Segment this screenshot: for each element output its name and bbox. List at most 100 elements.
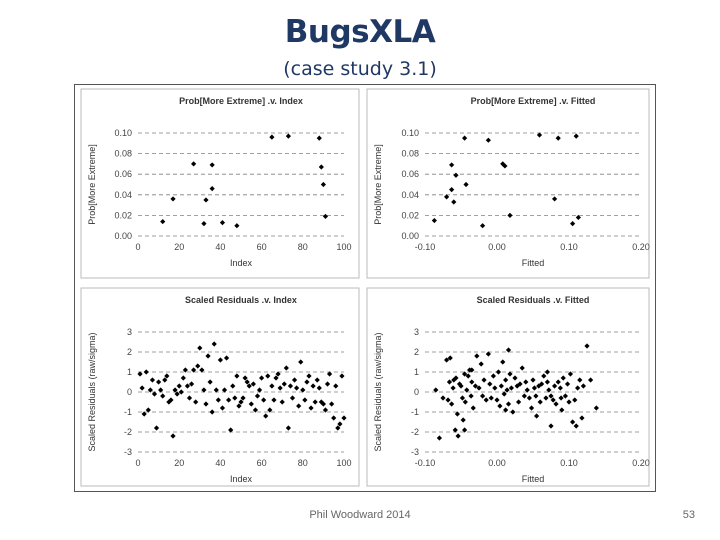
data-point xyxy=(504,387,510,393)
x-tick-label: 100 xyxy=(336,458,351,468)
data-point xyxy=(213,387,219,393)
data-point xyxy=(548,393,554,399)
chart-title: Prob[More Extreme] .v. Index xyxy=(179,96,303,106)
data-point xyxy=(147,387,153,393)
data-point xyxy=(195,363,201,369)
data-point xyxy=(137,371,143,377)
data-point xyxy=(562,393,568,399)
data-point xyxy=(519,365,525,371)
y-tick-label: 1 xyxy=(414,367,419,377)
data-point xyxy=(287,383,294,389)
data-point xyxy=(485,351,491,357)
data-point xyxy=(449,187,455,193)
x-tick-label: 20 xyxy=(174,458,184,468)
chart-panel-frame xyxy=(366,88,650,279)
chart-prob-index: Prob[More Extreme] .v. Index 0.00 0.02 0.04… xyxy=(80,88,360,279)
data-point xyxy=(228,427,234,433)
x-tick-label: 100 xyxy=(336,242,351,252)
data-point xyxy=(460,417,466,423)
y-tick-label: 2 xyxy=(127,347,132,357)
data-point xyxy=(252,407,259,413)
y-tick-label: 0 xyxy=(414,387,419,397)
data-point xyxy=(339,373,345,379)
data-point xyxy=(265,373,271,379)
y-tick-label: -1 xyxy=(411,407,419,417)
data-point xyxy=(158,387,164,393)
data-point xyxy=(294,385,300,391)
data-point xyxy=(151,391,158,397)
data-point xyxy=(322,407,329,413)
data-point xyxy=(209,162,215,168)
data-point xyxy=(449,401,455,407)
data-point xyxy=(191,161,197,167)
x-tick-label: 40 xyxy=(215,242,225,252)
chart-prob-fitted: Prob[More Extreme] .v. Fitted 0.00 0.02 0.0… xyxy=(366,88,650,279)
data-point xyxy=(162,377,168,383)
data-point xyxy=(283,365,289,371)
x-tick-label: 0 xyxy=(135,458,140,468)
data-point xyxy=(172,387,178,393)
diagnostic-plots-svg: Prob[More Extreme] .v. Index 0.00 0.02 0.04… xyxy=(80,88,650,487)
data-point xyxy=(523,379,529,385)
data-point xyxy=(573,133,579,139)
data-point xyxy=(302,397,308,403)
data-point xyxy=(469,367,475,373)
data-point xyxy=(277,385,283,391)
x-tick-label: 80 xyxy=(298,242,308,252)
data-point xyxy=(451,199,457,205)
data-point xyxy=(203,197,209,203)
data-point xyxy=(458,383,464,389)
y-tick-label: 0.04 xyxy=(401,190,419,200)
data-point xyxy=(232,395,238,401)
data-point xyxy=(501,391,507,397)
data-point xyxy=(514,383,520,389)
data-point xyxy=(572,397,578,403)
y-axis-label: Prob[More Extreme] xyxy=(373,144,383,225)
data-point xyxy=(217,357,223,363)
data-point xyxy=(462,371,468,377)
x-tick-label: -0.10 xyxy=(415,458,436,468)
data-point xyxy=(234,223,240,229)
x-tick-label: -0.10 xyxy=(415,242,436,252)
y-axis-label: Scaled Residuals (raw/sigma) xyxy=(373,332,383,451)
y-tick-label: 0.10 xyxy=(114,128,132,138)
data-point xyxy=(248,401,254,407)
data-point xyxy=(341,415,347,421)
data-point xyxy=(178,389,184,395)
data-point xyxy=(234,373,240,379)
data-point xyxy=(521,393,527,399)
chart-panel-frame xyxy=(80,88,360,279)
data-point xyxy=(580,383,586,389)
x-axis-label: Fitted xyxy=(522,258,545,268)
x-tick-label: 0.00 xyxy=(488,242,506,252)
y-tick-label: 2 xyxy=(414,347,419,357)
data-point xyxy=(205,353,211,359)
chart-title: Scaled Residuals .v. Fitted xyxy=(477,295,590,305)
data-point xyxy=(452,427,458,433)
data-point xyxy=(269,383,275,389)
chart-resid-fitted: Scaled Residuals .v. Fitted -3 -2 -1 0 1 2 3 -0.… xyxy=(366,287,650,487)
data-point xyxy=(285,133,291,139)
data-point xyxy=(240,395,246,401)
data-point xyxy=(207,379,213,385)
data-point xyxy=(512,375,518,381)
data-point xyxy=(444,357,450,363)
data-point xyxy=(536,383,542,389)
data-point xyxy=(478,361,484,367)
data-point xyxy=(552,383,558,389)
y-tick-label: 0.08 xyxy=(114,149,132,159)
data-point xyxy=(329,401,335,407)
data-point xyxy=(314,377,320,383)
x-tick-label: 0.10 xyxy=(560,242,578,252)
data-point xyxy=(539,381,545,387)
x-tick-label: 0 xyxy=(135,242,140,252)
data-point xyxy=(526,395,532,401)
data-point xyxy=(298,359,304,365)
data-point xyxy=(304,379,310,385)
data-point xyxy=(465,373,471,379)
data-point xyxy=(242,375,248,381)
data-point xyxy=(335,425,341,431)
data-point xyxy=(211,341,217,347)
x-axis-label: Index xyxy=(230,258,253,268)
data-point xyxy=(555,379,561,385)
